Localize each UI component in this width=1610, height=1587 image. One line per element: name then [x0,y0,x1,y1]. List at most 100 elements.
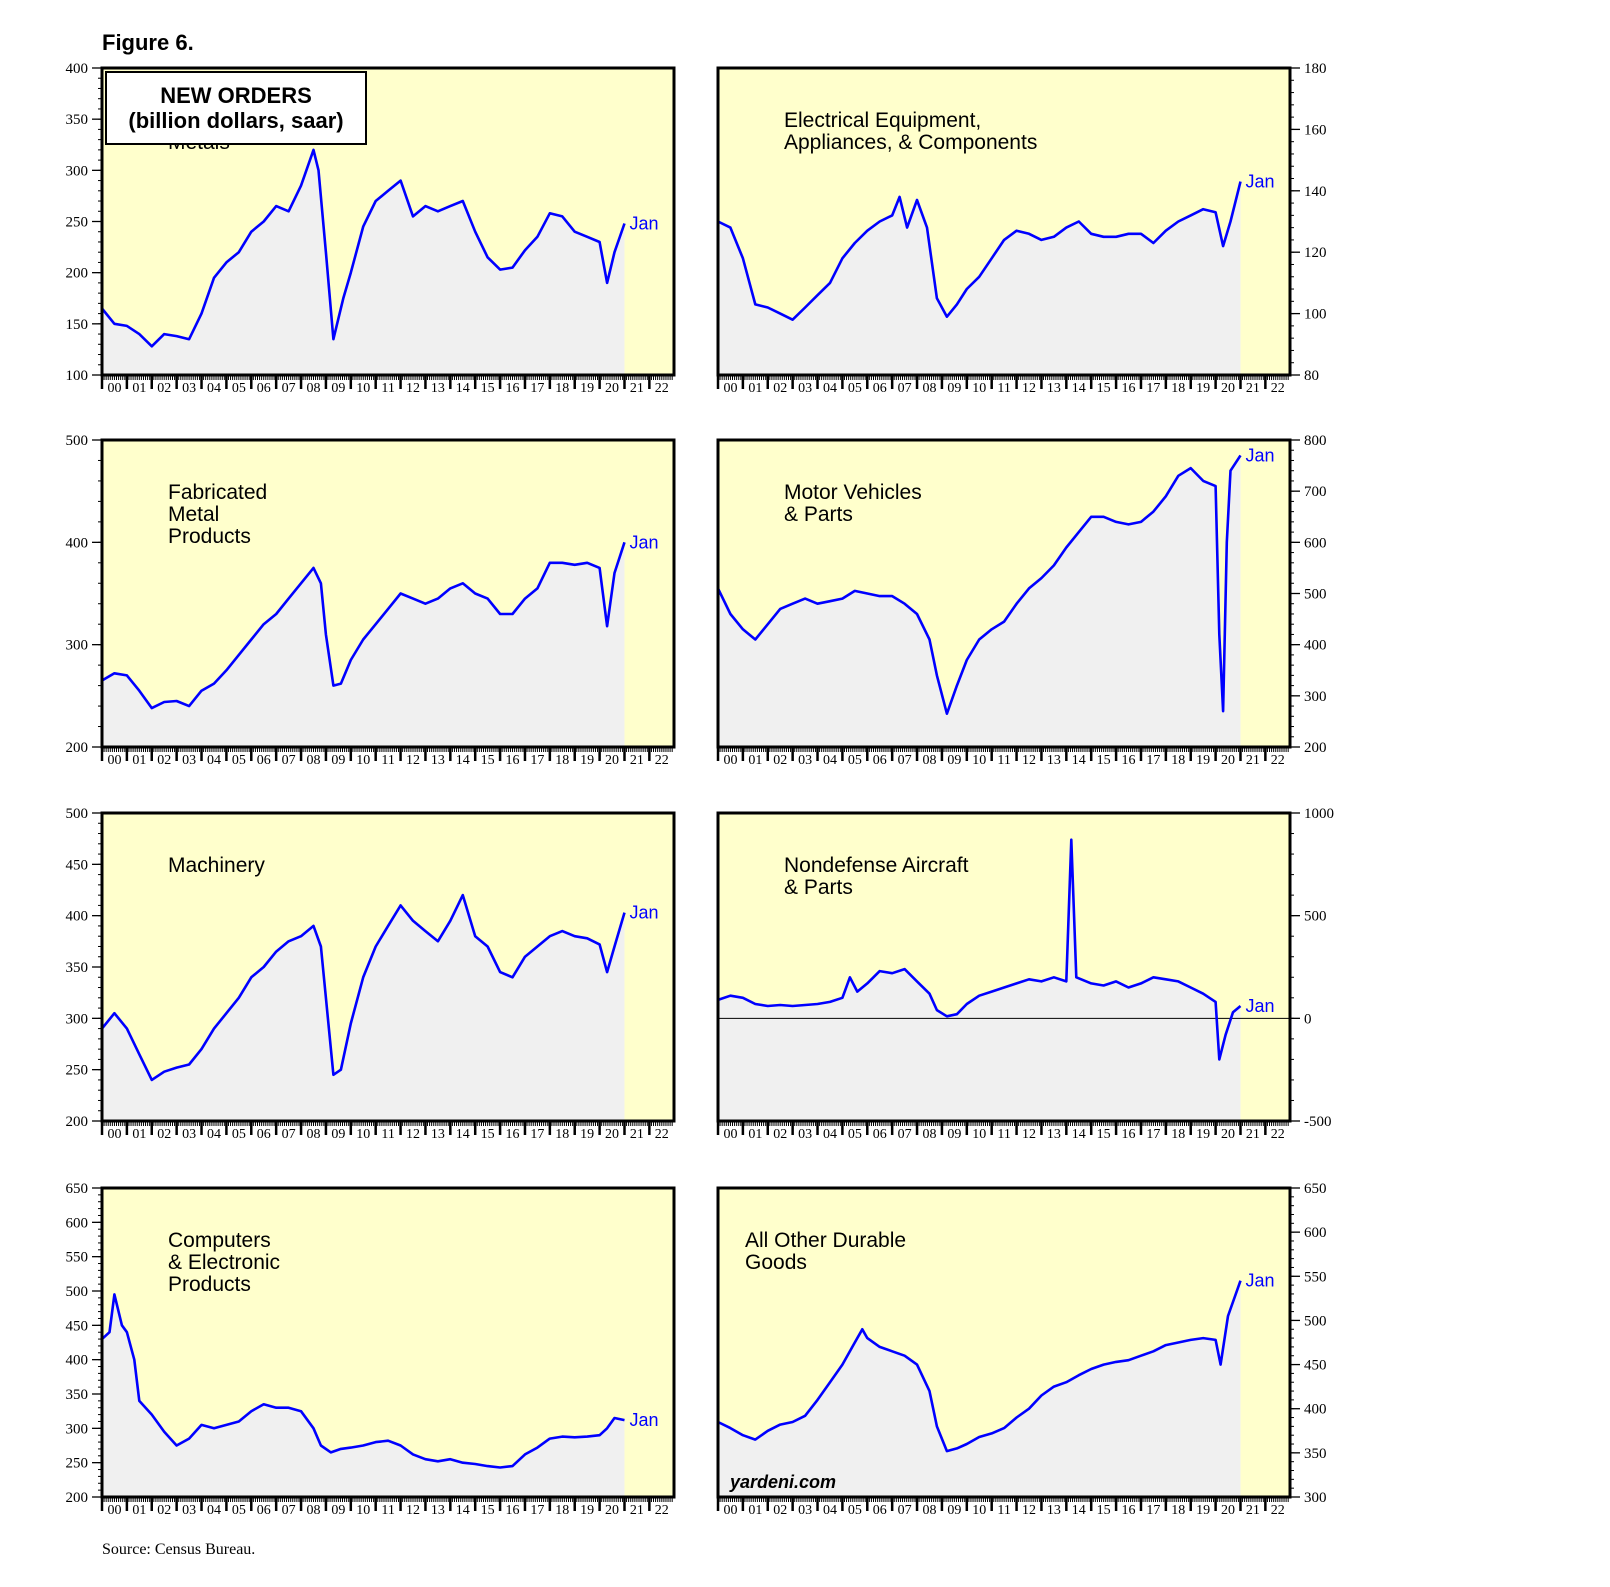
y-tick-label: 120 [1304,245,1327,261]
x-tick-label: 06 [257,1503,271,1518]
x-tick-label: 16 [506,1127,520,1142]
x-tick-label: 04 [207,753,221,768]
x-tick-label: 15 [1097,753,1111,768]
end-label-jan: Jan [629,214,658,234]
series-area [718,455,1241,747]
x-tick-label: 13 [1047,753,1061,768]
y-tick-label: 250 [66,215,89,231]
x-tick-label: 15 [481,753,495,768]
x-tick-label: 15 [1097,1503,1111,1518]
x-tick-label: 09 [331,1127,345,1142]
x-tick-label: 08 [922,1127,936,1142]
y-tick-label: 200 [66,266,89,282]
x-tick-label: 06 [873,381,887,396]
series-line [101,541,626,710]
x-tick-label: 05 [232,753,246,768]
y-tick-label: 500 [1304,909,1327,925]
x-tick-label: 00 [107,1503,121,1518]
x-tick-label: 17 [1146,381,1160,396]
x-tick-label: 14 [456,381,470,396]
y-tick-label: 0 [1304,1011,1312,1027]
x-tick-label: 12 [1022,381,1036,396]
x-tick-label: 18 [555,381,569,396]
x-tick-label: 00 [723,753,737,768]
x-tick-label: 16 [506,381,520,396]
x-tick-label: 02 [157,381,171,396]
x-tick-label: 20 [1221,753,1235,768]
x-tick-label: 21 [630,753,644,768]
x-tick-label: 07 [898,381,912,396]
panel-title-line: Appliances, & Components [784,131,1037,154]
panel-title-line: Fabricated [168,481,267,504]
x-tick-label: 12 [406,753,420,768]
x-tick-label: 21 [1246,1503,1260,1518]
y-tick-label: 140 [1304,184,1327,200]
series-area [102,149,625,375]
x-tick-label: 21 [630,381,644,396]
end-label-jan: Jan [1245,1271,1274,1291]
y-tick-label: 450 [66,1318,89,1334]
y-tick-label: 250 [66,1063,89,1079]
panel-title-line: Metal [168,503,219,526]
x-tick-label: 01 [132,753,146,768]
x-tick-label: 05 [232,381,246,396]
panel-title-line: Machinery [168,854,265,877]
series-line [100,893,626,1082]
x-tick-label: 21 [630,1503,644,1518]
series-line [101,1293,625,1469]
panel-title-line: Products [168,1273,251,1296]
x-tick-label: 06 [873,1503,887,1518]
x-tick-label: 10 [356,1127,370,1142]
y-tick-label: 600 [66,1215,89,1231]
series-area [102,895,625,1121]
series-area [718,839,1241,1121]
x-tick-label: 07 [282,1127,296,1142]
y-tick-label: 300 [66,1011,89,1027]
x-tick-label: 07 [898,753,912,768]
x-tick-label: 00 [723,1503,737,1518]
y-tick-label: -500 [1304,1114,1332,1130]
y-tick-label: 400 [66,61,89,77]
y-tick-label: 650 [66,1181,89,1197]
x-tick-label: 20 [1221,1503,1235,1518]
y-tick-label: 1000 [1304,806,1334,822]
y-tick-label: 400 [1304,638,1327,654]
x-tick-label: 11 [381,753,394,768]
x-tick-label: 03 [182,753,196,768]
x-tick-label: 18 [1171,753,1185,768]
y-tick-label: 500 [66,1284,89,1300]
y-tick-label: 650 [1304,1181,1327,1197]
figure-title: Figure 6. [102,30,194,55]
x-tick-label: 06 [257,753,271,768]
x-tick-label: 03 [798,1503,812,1518]
end-label-jan: Jan [1245,996,1274,1016]
x-tick-label: 07 [898,1127,912,1142]
x-tick-label: 13 [1047,381,1061,396]
y-tick-label: 300 [66,638,89,654]
x-tick-label: 11 [381,1503,394,1518]
y-tick-label: 350 [66,960,89,976]
series-area [102,542,625,747]
x-tick-label: 08 [306,1127,320,1142]
legend-box: NEW ORDERS(billion dollars, saar) [105,71,367,145]
x-tick-label: 00 [723,1127,737,1142]
x-tick-label: 22 [1271,753,1285,768]
chart-panel-6: -500 0 500 1000 00 01 02 03 04 05 06 07 08 09 10 11 12 13… [716,806,1334,1142]
x-tick-label: 06 [873,1127,887,1142]
x-tick-label: 00 [723,381,737,396]
end-label-jan: Jan [629,903,658,923]
x-tick-label: 17 [530,753,544,768]
x-tick-label: 11 [997,1503,1010,1518]
x-tick-label: 05 [848,753,862,768]
x-tick-label: 08 [922,1503,936,1518]
y-tick-label: 500 [66,433,89,449]
panel-title-line: Electrical Equipment, [784,109,981,132]
x-tick-label: 22 [655,381,669,396]
x-tick-label: 00 [107,753,121,768]
x-tick-label: 07 [898,1503,912,1518]
x-tick-label: 01 [748,1503,762,1518]
x-tick-label: 19 [1196,1127,1210,1142]
x-tick-label: 15 [1097,381,1111,396]
x-tick-label: 02 [773,753,787,768]
x-tick-label: 08 [306,381,320,396]
